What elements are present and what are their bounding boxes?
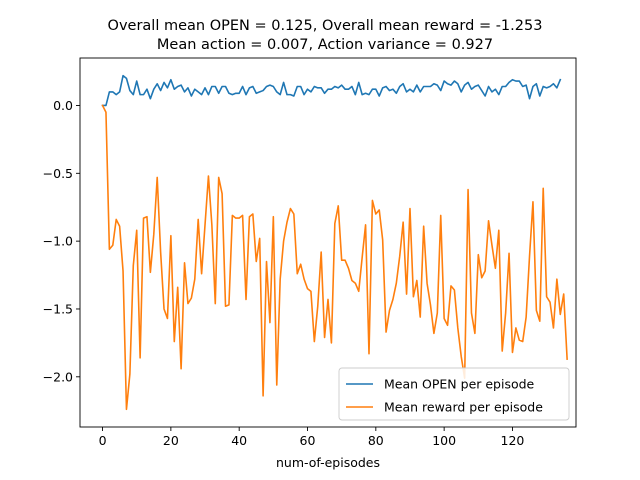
x-axis-ticks: 0 20 40 60 80 100 120 <box>99 427 525 448</box>
plot-area <box>101 74 568 411</box>
y-tick-label: −1.0 <box>43 234 73 249</box>
legend: Mean OPEN per episode Mean reward per ep… <box>338 367 570 421</box>
series-line-reward <box>101 104 568 411</box>
x-tick-label: 40 <box>231 433 247 448</box>
y-tick-label: −0.5 <box>43 166 73 181</box>
y-tick-label: −2.0 <box>43 369 73 384</box>
y-tick-label: −1.5 <box>43 301 73 316</box>
y-axis-ticks: 0.0 −0.5 −1.0 −1.5 −2.0 <box>43 98 80 384</box>
legend-label-reward: Mean reward per episode <box>384 400 543 415</box>
x-tick-label: 20 <box>163 433 179 448</box>
series-line-open <box>101 74 562 107</box>
x-tick-label: 0 <box>99 433 107 448</box>
y-tick-label: 0.0 <box>53 98 73 113</box>
x-axis-label: num-of-episodes <box>276 455 380 470</box>
chart-title-line-2: Mean action = 0.007, Action variance = 0… <box>157 37 493 53</box>
legend-label-open: Mean OPEN per episode <box>384 377 535 392</box>
x-tick-label: 60 <box>300 433 316 448</box>
chart-title-line-1: Overall mean OPEN = 0.125, Overall mean … <box>108 18 543 34</box>
axes-frame <box>79 57 577 428</box>
legend-box <box>338 367 570 421</box>
x-tick-label: 80 <box>368 433 384 448</box>
x-tick-label: 100 <box>432 433 456 448</box>
x-tick-label: 120 <box>501 433 525 448</box>
